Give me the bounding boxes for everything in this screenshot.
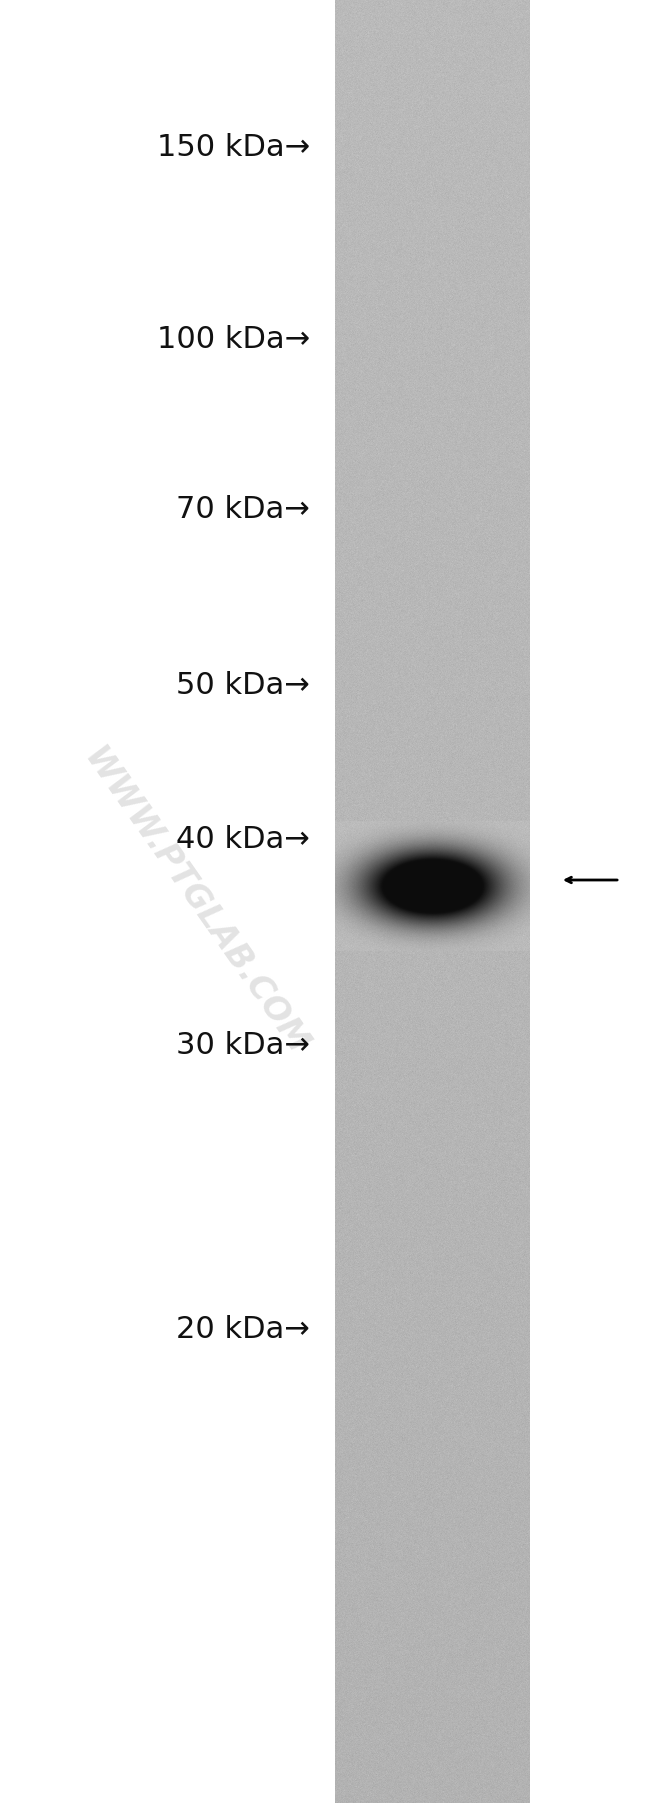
Text: 20 kDa→: 20 kDa→ [176, 1316, 310, 1345]
Text: 100 kDa→: 100 kDa→ [157, 326, 310, 355]
Text: 50 kDa→: 50 kDa→ [176, 671, 310, 700]
Text: 70 kDa→: 70 kDa→ [176, 496, 310, 525]
Text: 150 kDa→: 150 kDa→ [157, 133, 310, 162]
Text: 40 kDa→: 40 kDa→ [176, 826, 310, 855]
Text: WWW.PTGLAB.COM: WWW.PTGLAB.COM [77, 743, 313, 1060]
Text: 30 kDa→: 30 kDa→ [176, 1031, 310, 1060]
